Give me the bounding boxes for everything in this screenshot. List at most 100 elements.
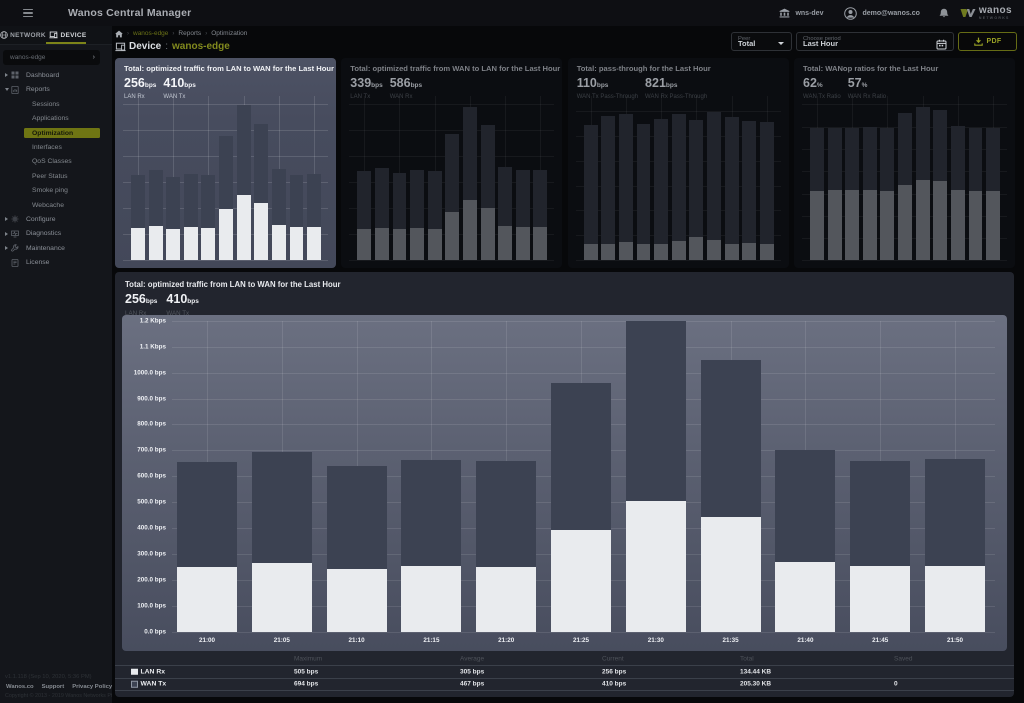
breadcrumb-section[interactable]: Reports — [178, 30, 202, 37]
bar-segment-wan-rx-pass-through — [601, 115, 616, 244]
sidebar-item-sessions[interactable]: Sessions — [0, 97, 112, 111]
card-stats: 62% WAN Tx Ratio 57% WAN Rx Ratio — [803, 74, 886, 100]
period-select[interactable]: Choose period Last Hour — [796, 32, 954, 51]
y-axis-label: 500.0 bps — [137, 498, 166, 506]
peer-select-label: Peer — [738, 35, 751, 42]
bar-segment-wan-rx — [357, 171, 372, 229]
bar-segment-wan-tx-ratio — [933, 181, 948, 261]
period-select-value: Last Hour — [803, 38, 839, 48]
stat-unit: bps — [410, 82, 423, 89]
sidebar-item-applications[interactable]: Applications — [0, 111, 112, 125]
sidebar-item-configure[interactable]: Configure — [0, 212, 112, 226]
bar-segment-wan-rx-ratio — [862, 126, 877, 191]
x-axis-label: 21:15 — [423, 637, 440, 644]
stat-unit: bps — [187, 298, 199, 305]
copyright-text: Copyright © 2013 - 2019 Wanos Networks P… — [5, 692, 112, 699]
card-wanop-ratios[interactable]: Total: WANop ratios for the Last Hour 62%… — [794, 58, 1015, 268]
breadcrumb-page[interactable]: Optimization — [211, 30, 248, 37]
bar-segment-wan-rx — [533, 169, 548, 228]
card-lan-to-wan[interactable]: Total: optimized traffic from LAN to WAN… — [115, 58, 336, 268]
bar-segment-wan-tx-ratio — [986, 191, 1001, 261]
sidebar-footer: v1.1.118 (Sep 10, 2020, 5:36 PM) Wanos.c… — [0, 674, 112, 699]
main-bar-segment-wan-tx — [850, 460, 911, 566]
sidebar-item-label: Smoke ping — [32, 187, 68, 195]
bar-segment-wan-tx-ratio — [810, 191, 824, 261]
table-row-lan-rx[interactable]: LAN Rx 505 bps 305 bps 256 bps 134.44 KB — [115, 665, 1014, 678]
sidebar-item-maintenance[interactable]: Maintenance — [0, 241, 112, 255]
main-chart-table: Maximum Average Current Total Saved LAN Rx 505… — [115, 652, 1014, 691]
sidebar-item-smoke-ping[interactable]: Smoke ping — [0, 183, 112, 197]
stat-series-name: LAN Rx — [125, 309, 147, 317]
bar-segment-wan-rx-pass-through — [724, 117, 739, 244]
bar-segment-wan-rx-ratio — [827, 127, 842, 191]
main-bar-segment-wan-tx — [625, 320, 686, 501]
main-bar-segment-wan-tx — [700, 359, 761, 517]
license-icon — [11, 258, 19, 267]
sidebar-item-peer-status[interactable]: Peer Status — [0, 169, 112, 183]
bar-segment-wan-rx-pass-through — [583, 124, 598, 245]
bar-segment-wan-tx-pass-through — [671, 240, 686, 261]
caret-right-icon — [4, 217, 8, 222]
sidebar-item-label: Interfaces — [32, 143, 62, 151]
card-title: Total: pass-through for the Last Hour — [576, 64, 711, 73]
bar-segment-wan-tx-pass-through — [689, 237, 704, 261]
bar-segment-wan-rx-pass-through — [742, 121, 757, 244]
sidebar-item-label: Reports — [26, 86, 50, 94]
bar-segment-wan-tx — [183, 174, 198, 228]
hamburger-menu-icon[interactable] — [23, 9, 33, 17]
card-title: Total: optimized traffic from WAN to LAN… — [350, 64, 561, 73]
bar-segment-wan-rx-ratio — [915, 106, 930, 181]
tab-network[interactable]: NETWORK — [0, 26, 46, 44]
device-selector-value: wanos-edge — [10, 54, 46, 61]
stat-value: 62 — [803, 76, 817, 90]
table-row-wan-tx[interactable]: WAN Tx 694 bps 467 bps 410 bps 205.30 KB 0 — [115, 677, 1014, 691]
wanos-logo[interactable]: wanos NETWORKS — [960, 5, 1012, 21]
link-wanos-co[interactable]: Wanos.co — [6, 683, 34, 690]
stat-value: 410 — [163, 76, 185, 90]
x-axis-label: 21:40 — [797, 637, 814, 644]
breadcrumb-device[interactable]: wanos-edge — [133, 30, 169, 37]
stat-series-name: WAN Tx Ratio — [803, 93, 841, 100]
stat-unit: bps — [184, 82, 196, 89]
bar-segment-wan-rx-pass-through — [671, 113, 686, 241]
main-bar-segment-lan-rx — [625, 500, 686, 632]
home-icon[interactable] — [115, 30, 123, 38]
device-heading-value: wanos-edge — [172, 41, 230, 52]
logo-subtitle: NETWORKS — [978, 15, 1010, 20]
bar-segment-wan-tx-ratio — [968, 191, 983, 261]
bar-segment-lan-tx — [357, 228, 372, 261]
sidebar-item-reports[interactable]: Reports — [0, 83, 112, 97]
peer-select[interactable]: Peer Total — [731, 32, 792, 51]
sidebar-item-diagnostics[interactable]: Diagnostics — [0, 227, 112, 241]
link-support[interactable]: Support — [41, 683, 65, 690]
sidebar-item-optimization[interactable]: Optimization — [0, 126, 112, 140]
pdf-export-button[interactable]: PDF — [958, 32, 1017, 51]
x-axis-label: 21:10 — [348, 637, 365, 644]
main-bar-segment-lan-rx — [775, 561, 836, 632]
table-cell: 410 bps — [602, 680, 627, 688]
bar-segment-wan-rx-ratio — [986, 127, 1001, 192]
device-selector[interactable]: wanos-edge › — [3, 50, 100, 65]
y-axis-label: 700.0 bps — [137, 446, 166, 454]
tab-device[interactable]: DEVICE — [46, 26, 90, 44]
y-axis-label: 300.0 bps — [137, 550, 166, 558]
sidebar-item-dashboard[interactable]: Dashboard — [0, 68, 112, 82]
sidebar-item-license[interactable]: License — [0, 255, 112, 269]
link-privacy-policy[interactable]: Privacy Policy — [72, 683, 112, 690]
bar-segment-wan-tx-ratio — [845, 190, 860, 261]
table-header-maximum: Maximum — [294, 655, 323, 662]
stat-series-name: WAN Rx Ratio — [847, 93, 887, 100]
sidebar-item-webcache[interactable]: Webcache — [0, 198, 112, 212]
sidebar-item-qos-classes[interactable]: QoS Classes — [0, 155, 112, 169]
sidebar-item-label: Applications — [32, 115, 69, 123]
card-pass-through[interactable]: Total: pass-through for the Last Hour 110… — [567, 58, 789, 268]
notifications-button[interactable] — [939, 8, 949, 19]
bar-segment-wan-tx — [271, 169, 286, 226]
tenant-menu[interactable]: wns-dev — [779, 8, 823, 19]
sidebar-item-interfaces[interactable]: Interfaces — [0, 140, 112, 154]
bar-segment-lan-tx — [533, 227, 548, 261]
user-menu[interactable]: demo@wanos.co — [844, 6, 920, 20]
card-wan-to-lan[interactable]: Total: optimized traffic from WAN to LAN… — [341, 58, 563, 268]
pdf-button-label: PDF — [986, 38, 1002, 45]
card-chart — [341, 58, 562, 268]
